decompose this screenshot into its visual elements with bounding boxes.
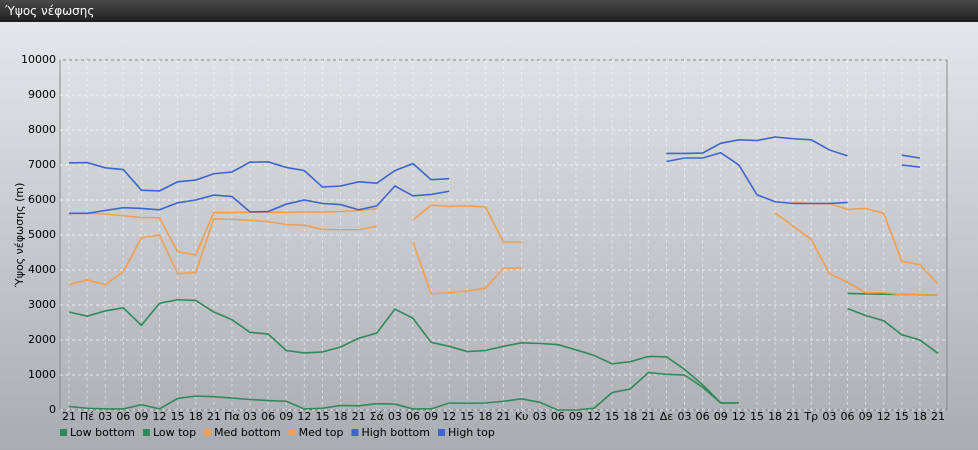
x-tick-label: 06 [116,410,130,423]
x-tick-label: 15 [895,410,909,423]
x-tick-label: 18 [768,410,782,423]
window-title: Ύψος νέφωσης [0,0,978,22]
x-tick-label: 15 [171,410,185,423]
x-tick-label: 03 [533,410,547,423]
y-tick-label: 6000 [28,193,56,206]
y-tick-label: 0 [49,403,56,416]
x-tick-label: 21 [641,410,655,423]
x-tick-label: 12 [297,410,311,423]
y-tick-label: 10000 [21,53,56,66]
x-tick-label: 18 [913,410,927,423]
y-tick-label: 5000 [28,228,56,241]
legend-label: Med bottom [214,426,281,439]
legend-swatch [438,429,445,436]
x-tick-label: 18 [478,410,492,423]
x-tick-label: 18 [189,410,203,423]
x-tick-label: 03 [98,410,112,423]
y-tick-label: 2000 [28,333,56,346]
x-tick-label: 12 [587,410,601,423]
x-tick-label: 12 [442,410,456,423]
legend-swatch [142,429,150,436]
x-tick-label: 18 [623,410,637,423]
legend-label: Low bottom [70,426,135,439]
x-tick-label: Πα [224,410,240,423]
x-tick-label: Δε [660,410,674,423]
x-tick-label: 21 [352,410,366,423]
series-line [68,212,939,296]
x-tick-label: 21 [497,410,511,423]
legend-swatch [204,429,212,436]
x-tick-label: Σά [370,410,384,423]
x-tick-label: 06 [261,410,275,423]
x-tick-label: 06 [840,410,854,423]
legend-swatch [60,429,67,436]
y-tick-label: 7000 [28,158,56,171]
x-tick-label: 09 [714,410,728,423]
x-tick-label: 15 [460,410,474,423]
legend-label: Low top [153,426,196,439]
x-tick-label: 03 [822,410,836,423]
y-tick-label: 1000 [28,368,56,381]
x-tick-label: 03 [388,410,402,423]
y-tick-label: 4000 [28,263,56,276]
x-tick-label: 06 [696,410,710,423]
x-tick-label: 09 [134,410,148,423]
legend-swatch [351,429,359,436]
x-tick-label: 21 [207,410,221,423]
x-tick-label: Κυ [515,410,529,423]
x-tick-label: 21 [931,410,945,423]
x-tick-label: 09 [424,410,438,423]
x-tick-label: 03 [678,410,692,423]
legend-swatch [288,429,296,436]
x-tick-label: Πέ [80,410,94,423]
x-tick-label: 15 [750,410,764,423]
x-tick-label: 18 [334,410,348,423]
x-tick-label: 12 [877,410,891,423]
legend-label: Med top [299,426,344,439]
y-tick-label: 8000 [28,123,56,136]
x-tick-label: 09 [279,410,293,423]
x-tick-label: Τρ [803,410,818,423]
legend-label: High bottom [361,426,430,439]
x-tick-label: 06 [406,410,420,423]
x-tick-label: 21 [786,410,800,423]
x-tick-label: 12 [732,410,746,423]
y-tick-label: 9000 [28,88,56,101]
y-tick-label: 3000 [28,298,56,311]
x-tick-label: 09 [859,410,873,423]
series-line [68,298,939,404]
x-tick-label: 21 [62,410,76,423]
x-tick-label: 15 [605,410,619,423]
x-tick-label: 09 [569,410,583,423]
series-line [69,151,920,215]
legend-label: High top [448,426,495,439]
y-axis-label: Ύψος νέφωσης (m) [13,183,26,289]
x-tick-label: 03 [243,410,257,423]
series-line [68,136,921,192]
x-tick-label: 12 [153,410,167,423]
x-tick-label: 15 [315,410,329,423]
x-tick-label: 06 [551,410,565,423]
